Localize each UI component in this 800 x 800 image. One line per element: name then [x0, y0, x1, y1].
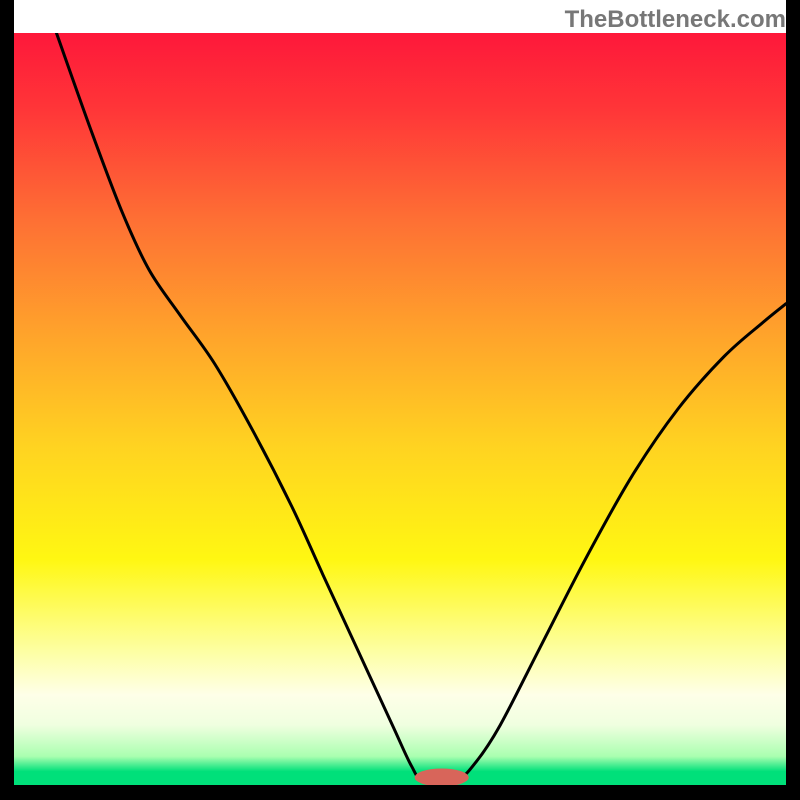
bottleneck-chart — [0, 0, 800, 800]
chart-background — [14, 33, 786, 785]
chart-container: TheBottleneck.com — [0, 0, 800, 800]
optimum-marker — [415, 768, 469, 786]
watermark: TheBottleneck.com — [565, 6, 786, 34]
